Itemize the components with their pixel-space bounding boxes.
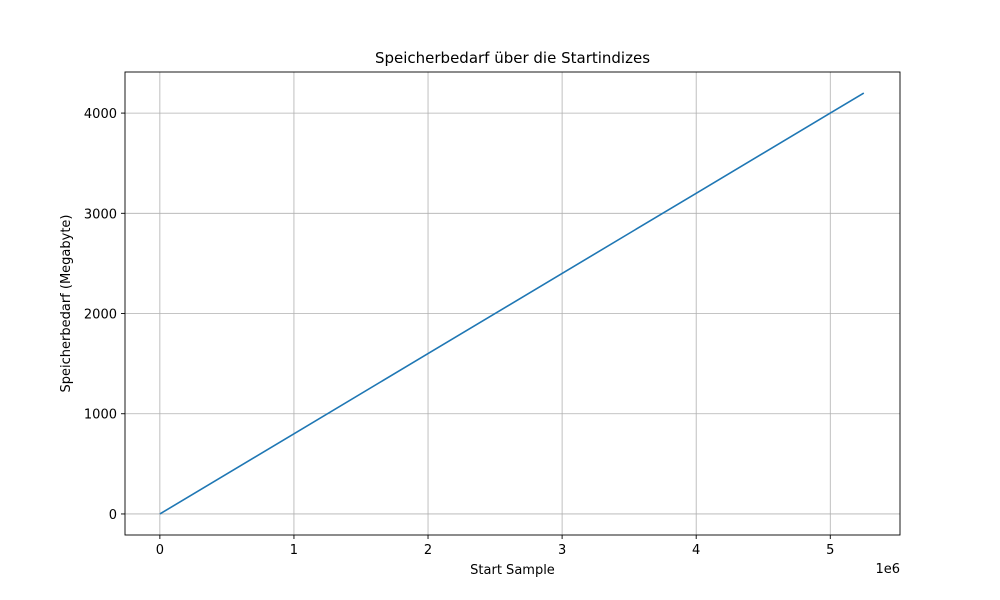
x-axis-offset-label: 1e6 <box>875 562 900 577</box>
y-tick-label: 1000 <box>84 408 117 423</box>
chart-title: Speicherbedarf über die Startindizes <box>375 49 650 67</box>
x-tick-label: 1 <box>290 543 298 558</box>
x-tick-label: 5 <box>826 543 834 558</box>
x-tick-label: 4 <box>692 543 700 558</box>
grid <box>125 72 900 535</box>
series-layer <box>159 92 865 515</box>
y-tick-label: 0 <box>109 508 117 523</box>
series-line <box>159 92 865 515</box>
y-axis: 0 1000 2000 3000 4000 <box>84 107 125 523</box>
y-tick-label: 3000 <box>84 207 117 222</box>
x-axis: 0 1 2 3 4 5 <box>156 535 834 558</box>
y-tick-label: 4000 <box>84 107 117 122</box>
y-axis-label: Speicherbedarf (Megabyte) <box>59 215 74 393</box>
plot-frame <box>124 71 901 536</box>
x-tick-label: 3 <box>558 543 566 558</box>
x-tick-label: 2 <box>424 543 432 558</box>
x-tick-label: 0 <box>156 543 164 558</box>
x-axis-label: Start Sample <box>470 563 555 578</box>
y-tick-label: 2000 <box>84 308 117 323</box>
